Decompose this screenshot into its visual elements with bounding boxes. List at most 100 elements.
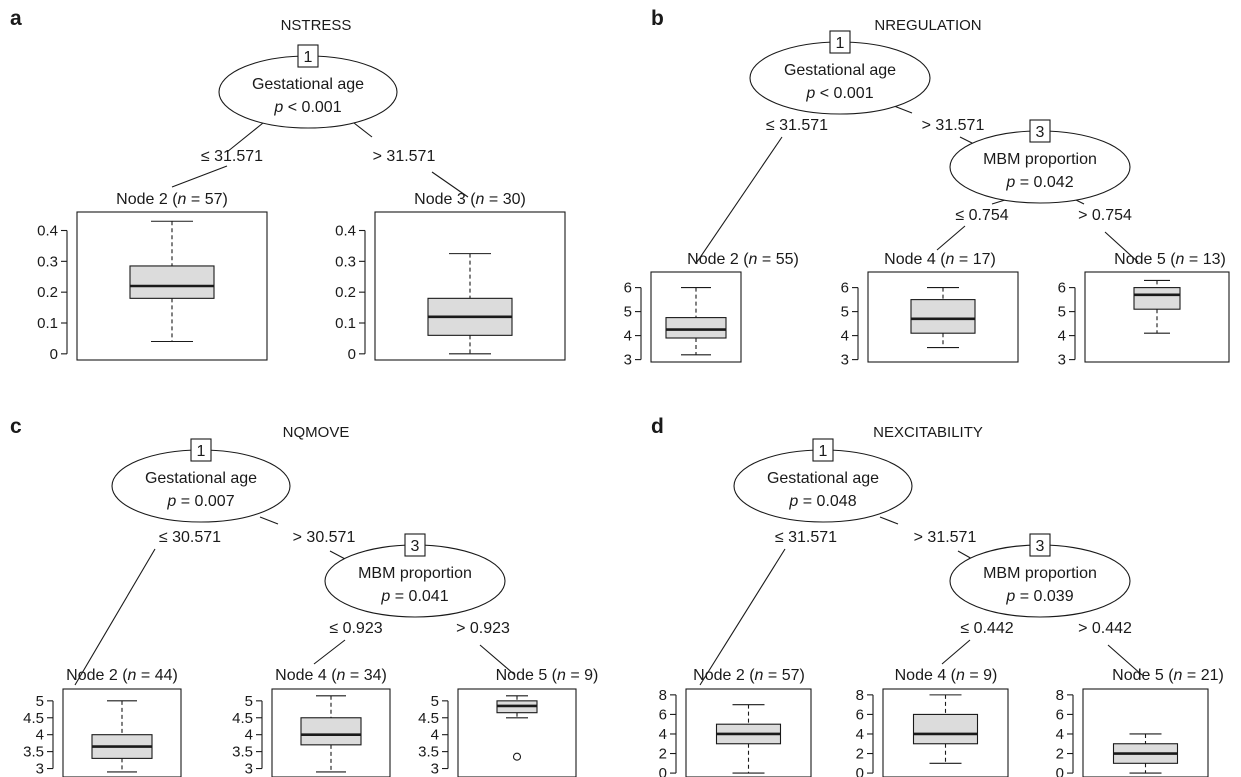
tree-edge-line xyxy=(936,225,966,251)
tree-edge-line xyxy=(1107,644,1143,676)
panel-title: NEXCITABILITY xyxy=(873,424,983,441)
leaf-2-tick-label: 3 xyxy=(245,761,253,777)
leaf-2-tick-label: 0.3 xyxy=(335,253,356,270)
panel-d: d NEXCITABILITY ≤ 31.571 > 31.571 ≤ 0.442 > 0… xyxy=(651,415,1224,777)
leaf-3-tick-label: 4 xyxy=(1056,726,1064,743)
leaf-1-tick-label: 4 xyxy=(624,328,632,345)
tree-edge-line xyxy=(259,516,279,525)
tree-edge-line xyxy=(699,548,786,686)
tree-edge-line xyxy=(1075,199,1085,205)
tree-edge-line xyxy=(879,516,899,525)
panel-b: b NREGULATION ≤ 31.571 > 31.571 ≤ 0.754 > 0.7… xyxy=(624,7,1230,369)
leaf-1-tick-label: 8 xyxy=(659,687,667,704)
edge-label-1-2: ≤ 31.571 xyxy=(775,529,837,546)
leaf-2-tick-label: 6 xyxy=(841,280,849,297)
tree-edge-line xyxy=(226,122,264,153)
edge-label-3-5: > 0.754 xyxy=(1078,207,1132,224)
leaf-title-2: Node 4 (n = 17) xyxy=(884,251,996,268)
split-node-3-id: 3 xyxy=(411,538,420,555)
leaf-2-tick-label: 3 xyxy=(841,352,849,369)
leaf-1-tick-label: 4 xyxy=(659,726,667,743)
panel-title: NREGULATION xyxy=(874,17,981,34)
leaf-3-outlier xyxy=(512,752,522,761)
leaf-title-2: Node 4 (n = 34) xyxy=(275,667,387,684)
tree-edge-line xyxy=(431,171,469,198)
leaf-title-1: Node 2 (n = 57) xyxy=(116,191,228,208)
split-node-1-variable: Gestational age xyxy=(145,470,257,487)
split-node-3-p-value: p = 0.039 xyxy=(1005,588,1073,605)
leaf-1-tick-label: 0.4 xyxy=(37,223,58,240)
tree-edge-line xyxy=(941,639,971,665)
split-node-3-id-box xyxy=(404,533,426,557)
leaf-3-tick-label: 6 xyxy=(1058,280,1066,297)
leaf-3-tick-label: 6 xyxy=(1056,706,1064,723)
edge-label-1-3: > 31.571 xyxy=(373,148,436,165)
leaf-1-tick-label: 3 xyxy=(624,352,632,369)
panel-letter: d xyxy=(651,415,664,438)
leaf-3-tick-label: 0 xyxy=(1056,765,1064,777)
split-node-1-id: 1 xyxy=(819,443,828,460)
leaf-title-1: Node 2 (n = 57) xyxy=(693,667,805,684)
leaf-2-tick-label: 6 xyxy=(856,706,864,723)
leaf-2-tick-label: 4 xyxy=(856,726,864,743)
edge-label-1-3: > 31.571 xyxy=(922,117,985,134)
leaf-title-3: Node 5 (n = 9) xyxy=(496,667,599,684)
edge-label-1-3: > 31.571 xyxy=(914,529,977,546)
leaf-3-tick-label: 4 xyxy=(431,727,439,744)
panel-c: c NQMOVE ≤ 30.571 > 30.571 ≤ 0.923 > 0.923 1 Ge… xyxy=(10,415,598,777)
leaf-1-tick-label: 0 xyxy=(659,765,667,777)
leaf-title-3: Node 5 (n = 21) xyxy=(1112,667,1224,684)
tree-edge-line xyxy=(991,199,1006,205)
leaf-2-tick-label: 3.5 xyxy=(232,744,253,761)
split-node-1-p-value: p < 0.001 xyxy=(805,85,873,102)
panel-letter: c xyxy=(10,415,22,438)
split-node-1-variable: Gestational age xyxy=(252,76,364,93)
edge-label-3-4: ≤ 0.754 xyxy=(955,207,1008,224)
leaf-2-tick-label: 4 xyxy=(841,328,849,345)
split-node-3-p-value: p = 0.041 xyxy=(380,588,448,605)
tree-edge-line xyxy=(74,548,156,686)
leaf-2-tick-label: 2 xyxy=(856,746,864,763)
leaf-1-tick-label: 2 xyxy=(659,746,667,763)
leaf-2-iqr-box xyxy=(910,299,976,334)
panel-title: NSTRESS xyxy=(281,17,352,34)
panel-a: a NSTRESS ≤ 31.571 > 31.571 1 Gestational age… xyxy=(10,7,566,363)
leaf-1-iqr-box xyxy=(129,265,215,299)
leaf-3-tick-label: 5 xyxy=(431,693,439,710)
leaf-3-tick-label: 4 xyxy=(1058,328,1066,345)
split-node-3-id: 3 xyxy=(1036,124,1045,141)
leaf-1-tick-label: 0.3 xyxy=(37,253,58,270)
split-node-3-variable: MBM proportion xyxy=(983,151,1097,168)
leaf-1-tick-label: 6 xyxy=(659,706,667,723)
leaf-1-tick-label: 6 xyxy=(624,280,632,297)
tree-edge-line xyxy=(1104,231,1139,263)
leaf-2-tick-label: 4.5 xyxy=(232,710,253,727)
split-node-1-id: 1 xyxy=(836,35,845,52)
split-node-1-variable: Gestational age xyxy=(784,62,896,79)
split-node-1-id: 1 xyxy=(197,443,206,460)
leaf-3-iqr-box xyxy=(1133,287,1181,310)
leaf-1-iqr-box xyxy=(665,317,727,339)
edge-label-1-2: ≤ 31.571 xyxy=(766,117,828,134)
split-node-1-id-box xyxy=(829,30,851,54)
tree-edge-line xyxy=(313,639,346,665)
split-node-1-p-value: p = 0.048 xyxy=(788,493,856,510)
leaf-2-tick-label: 0 xyxy=(856,765,864,777)
split-node-1-id-box xyxy=(297,44,319,68)
tree-edge-line xyxy=(171,165,228,188)
split-node-3-variable: MBM proportion xyxy=(358,565,472,582)
leaf-2-tick-label: 8 xyxy=(856,687,864,704)
leaf-1-tick-label: 0.2 xyxy=(37,284,58,301)
leaf-1-tick-label: 0 xyxy=(50,346,58,363)
edge-label-3-5: > 0.923 xyxy=(456,620,510,637)
leaf-1-tick-label: 5 xyxy=(624,304,632,321)
leaf-2-tick-label: 0.4 xyxy=(335,223,356,240)
leaf-2-tick-label: 5 xyxy=(841,304,849,321)
tree-edge-line xyxy=(696,136,783,263)
leaf-1-tick-label: 4 xyxy=(36,727,44,744)
tree-edge-line xyxy=(893,105,913,114)
split-node-1-p-value: p < 0.001 xyxy=(273,99,341,116)
tree-edge-line xyxy=(479,644,516,676)
leaf-2-iqr-box xyxy=(912,713,979,745)
